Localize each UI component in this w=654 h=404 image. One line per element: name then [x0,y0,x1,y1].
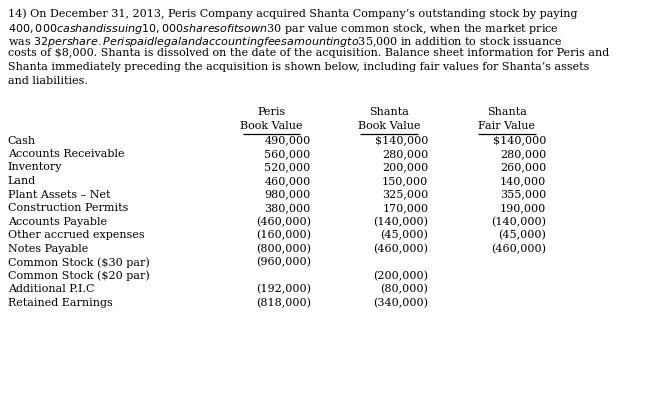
Text: Peris: Peris [257,107,286,117]
Text: $400,000 cash and issuing 10,000 shares of its own $30 par value common stock, w: $400,000 cash and issuing 10,000 shares … [8,21,559,36]
Text: was $32 per share. Peris paid legal and accounting fees amounting to $35,000 in : was $32 per share. Peris paid legal and … [8,35,562,49]
Text: (160,000): (160,000) [256,230,311,240]
Text: (460,000): (460,000) [491,244,546,254]
Text: (460,000): (460,000) [373,244,428,254]
Text: (800,000): (800,000) [256,244,311,254]
Text: (45,000): (45,000) [381,230,428,240]
Text: Construction Permits: Construction Permits [8,203,128,213]
Text: 280,000: 280,000 [500,149,546,159]
Text: costs of $8,000. Shanta is dissolved on the date of the acquisition. Balance she: costs of $8,000. Shanta is dissolved on … [8,48,609,59]
Text: 140,000: 140,000 [500,176,546,186]
Text: Book Value: Book Value [358,121,421,131]
Text: 560,000: 560,000 [264,149,311,159]
Text: 380,000: 380,000 [264,203,311,213]
Text: Inventory: Inventory [8,162,62,173]
Text: 14) On December 31, 2013, Peris Company acquired Shanta Company’s outstanding st: 14) On December 31, 2013, Peris Company … [8,8,577,19]
Text: 355,000: 355,000 [500,189,546,200]
Text: Shanta immediately preceding the acquisition is shown below, including fair valu: Shanta immediately preceding the acquisi… [8,62,589,72]
Text: Accounts Payable: Accounts Payable [8,217,107,227]
Text: and liabilities.: and liabilities. [8,76,88,86]
Text: Retained Earnings: Retained Earnings [8,297,112,307]
Text: $140,000: $140,000 [492,135,546,145]
Text: (340,000): (340,000) [373,297,428,308]
Text: 150,000: 150,000 [382,176,428,186]
Text: Additional P.I.C: Additional P.I.C [8,284,94,294]
Text: Shanta: Shanta [487,107,526,117]
Text: Other accrued expenses: Other accrued expenses [8,230,145,240]
Text: (80,000): (80,000) [381,284,428,295]
Text: (192,000): (192,000) [256,284,311,295]
Text: 200,000: 200,000 [382,162,428,173]
Text: (140,000): (140,000) [373,217,428,227]
Text: Cash: Cash [8,135,36,145]
Text: 980,000: 980,000 [264,189,311,200]
Text: 190,000: 190,000 [500,203,546,213]
Text: Common Stock ($20 par): Common Stock ($20 par) [8,271,150,281]
Text: Shanta: Shanta [370,107,409,117]
Text: (818,000): (818,000) [256,297,311,308]
Text: 325,000: 325,000 [382,189,428,200]
Text: Common Stock ($30 par): Common Stock ($30 par) [8,257,150,267]
Text: (200,000): (200,000) [373,271,428,281]
Text: 520,000: 520,000 [264,162,311,173]
Text: Plant Assets – Net: Plant Assets – Net [8,189,111,200]
Text: Accounts Receivable: Accounts Receivable [8,149,124,159]
Text: Notes Payable: Notes Payable [8,244,88,253]
Text: $140,000: $140,000 [375,135,428,145]
Text: Fair Value: Fair Value [478,121,536,131]
Text: 490,000: 490,000 [264,135,311,145]
Text: Book Value: Book Value [240,121,303,131]
Text: Land: Land [8,176,36,186]
Text: (140,000): (140,000) [491,217,546,227]
Text: 170,000: 170,000 [382,203,428,213]
Text: (45,000): (45,000) [498,230,546,240]
Text: (460,000): (460,000) [256,217,311,227]
Text: 280,000: 280,000 [382,149,428,159]
Text: 460,000: 460,000 [264,176,311,186]
Text: 260,000: 260,000 [500,162,546,173]
Text: (960,000): (960,000) [256,257,311,267]
